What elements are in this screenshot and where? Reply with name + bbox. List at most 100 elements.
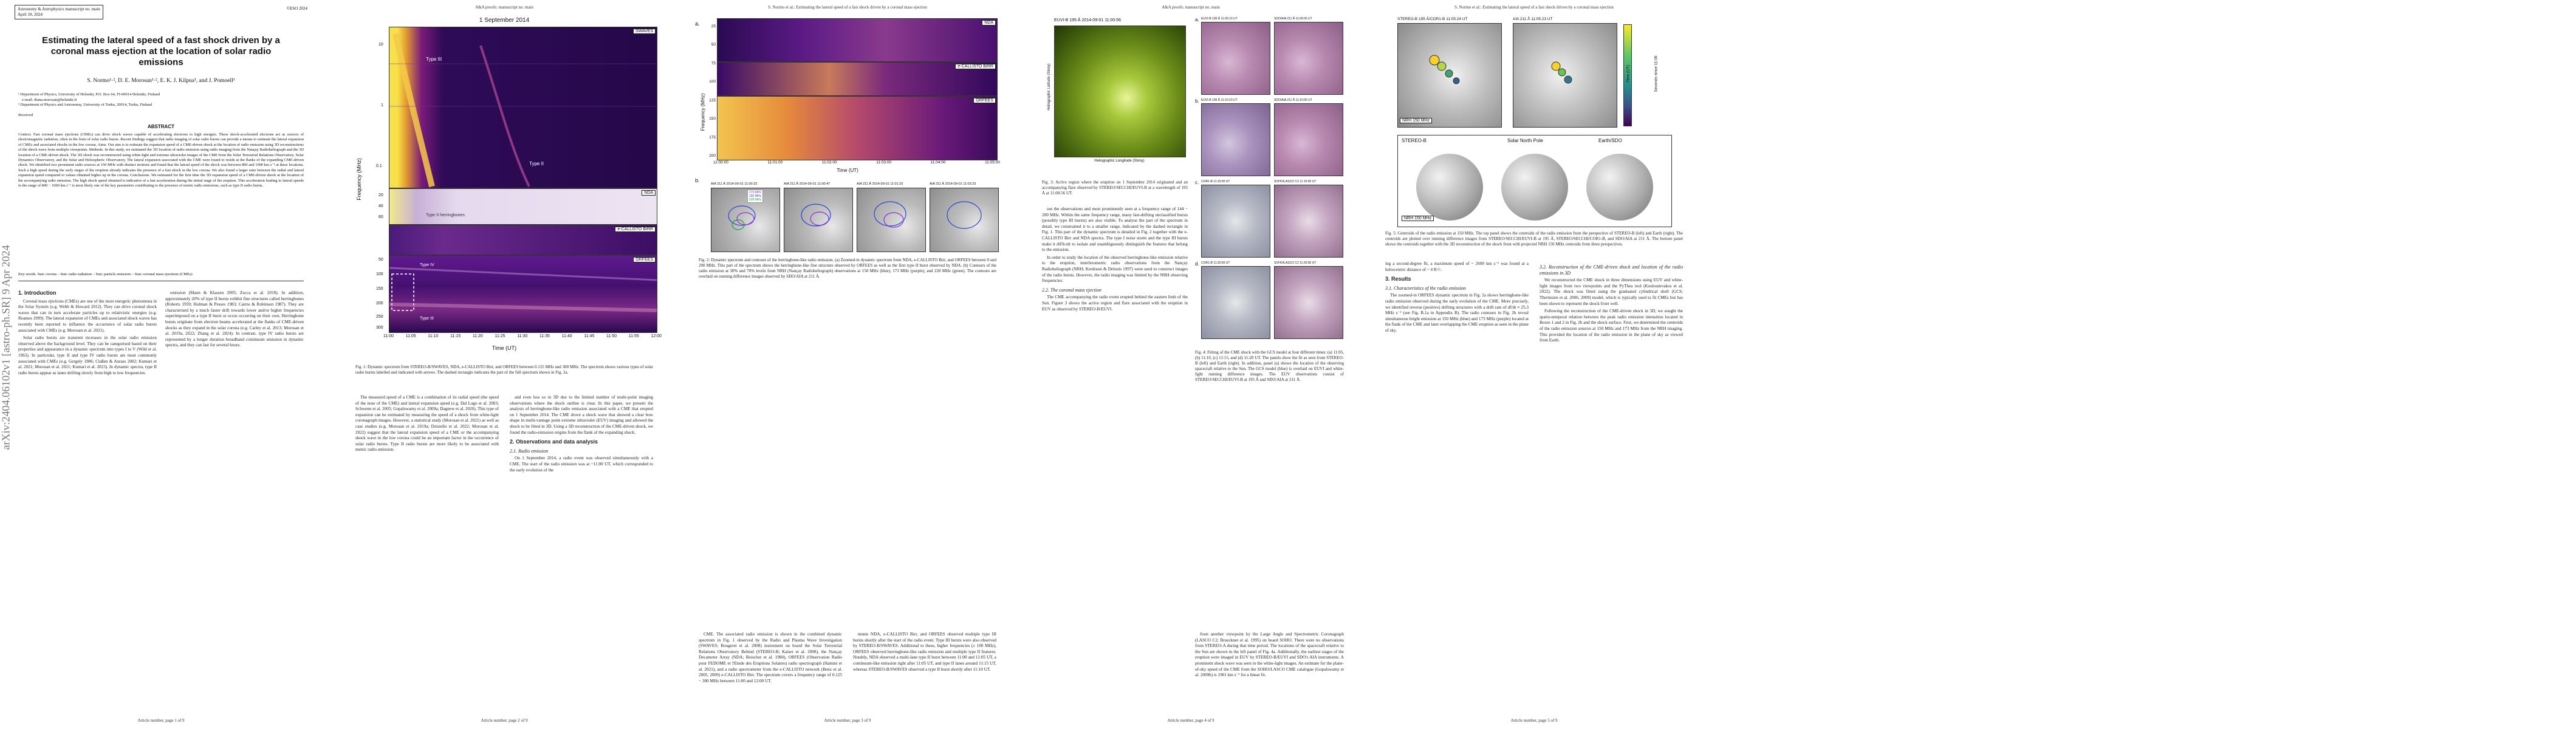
keywords: Key words. Sun: corona – Sun: radio radi… <box>18 272 193 276</box>
fig2-tag-orfees: ORFEES <box>973 98 996 103</box>
legend-173: 173 MHz <box>749 191 762 194</box>
abstract-text: Context. Fast coronal mass ejections (CM… <box>18 132 304 188</box>
received-line: Received <box>18 113 33 117</box>
page4-column-right: from another viewpoint by the Large Angl… <box>1195 632 1344 717</box>
section-2-2-heading: 2.2. The coronal mass ejection <box>1042 287 1101 293</box>
authors: S. Normo¹·², D. E. Morosan¹·², E. K. J. … <box>87 78 235 84</box>
intro-paragraph-1: Coronal mass ejections (CMEs) are one of… <box>18 298 157 333</box>
aia-frame-1: AIA 211 Å 2014-09-01 11:00:23 173 MHz 15… <box>711 182 780 253</box>
colorbar-label-seconds: Seconds since 11:00 <box>1654 55 1659 92</box>
fig2-xlabel: Time (UT) <box>837 168 858 173</box>
fig1-ylabel: Frequency (MHz) <box>356 158 362 200</box>
fig4: a. EUVI-B 195 Å 11:05:10 UT SDO/AIA 211 … <box>1195 17 1347 345</box>
euvi-xlabel: Heliographic Longitude (Stony) <box>1094 159 1145 163</box>
p5-paragraph-2: The zoomed-in ORFEES dynamic spectrum in… <box>1385 293 1529 333</box>
ytick: 150 <box>709 117 716 122</box>
ytick: 200 <box>709 153 716 158</box>
fig4-image-stereo <box>1201 103 1270 176</box>
p4-paragraph-4: from another viewpoint by the Large Angl… <box>1195 632 1344 678</box>
paper-title: Estimating the lateral speed of a fast s… <box>42 35 280 67</box>
section-2-heading: 2. Observations and data analysis <box>510 439 598 445</box>
annotation-type-iv: Type IV <box>420 263 434 267</box>
tag-orfees: ORFEES <box>633 257 656 262</box>
fig4-image-aia <box>1274 103 1343 176</box>
fig4-title: EUVI-B 195 Å 11:10:10 UT <box>1201 98 1238 102</box>
contour-overlay <box>728 205 756 230</box>
arxiv-stamp[interactable]: arXiv:2404.06102v1 [astro-ph.SR] 9 Apr 2… <box>0 245 12 450</box>
page-footer: Article number, page 3 of 9 <box>824 718 871 723</box>
ytick-bot-1: 100 <box>376 272 383 276</box>
page2-column-right: and even less so in 3D due to the limite… <box>510 395 653 711</box>
ytick-bot-4: 250 <box>376 315 383 319</box>
p4-paragraph-2: In order to study the location of the ob… <box>1042 255 1188 284</box>
page1-column-right: emission (Mann & Klassen 2005; Zucca et … <box>165 290 304 716</box>
p4-paragraph-1: out the observations and most prominentl… <box>1042 207 1188 253</box>
fig4-title: SDO/AIA 211 Å 11:05:00 UT <box>1274 17 1312 21</box>
fig5-top: STEREO-B 195 Å/COR1-B 11:05:24 UT NRH 15… <box>1397 17 1671 132</box>
p4-paragraph-3: The CME accompanying the radio event eru… <box>1042 295 1188 312</box>
affiliation-2: ² Department of Physics and Astronomy, U… <box>18 103 152 107</box>
p2-paragraph-2: and even less so in 3D due to the limite… <box>510 395 653 435</box>
p3-paragraph-2: ments NDA, e-CALLISTO Birr, and ORFEES o… <box>853 632 996 672</box>
running-header: S. Normo et al.: Estimating the lateral … <box>1454 5 1614 10</box>
intro-heading: 1. Introduction <box>18 290 57 296</box>
p5-paragraph-4: Following the reconstruction of the CME-… <box>1540 309 1683 343</box>
running-header: S. Normo et al.: Estimating the lateral … <box>768 5 927 10</box>
xtick: 11:02:00 <box>821 160 837 165</box>
fig4-row-d: d. COR1-B 11:20:00 UT SOHO/LASCO C2 11:2… <box>1195 261 1347 340</box>
fig2-yticks: 25 50 75 100 125 150 175 200 <box>705 24 716 158</box>
page-2: A&A proofs: manuscript no. main 1 Septem… <box>343 0 665 729</box>
contour-legend: 173 MHz 150 MHz 228 MHz <box>747 190 764 203</box>
ytick-bot-2: 150 <box>376 287 383 291</box>
fig4-title: SOHO/LASCO C2 11:15:00 UT <box>1274 180 1317 183</box>
tag-nda: NDA <box>642 190 656 196</box>
page3-column-right: ments NDA, e-CALLISTO Birr, and ORFEES o… <box>853 632 996 717</box>
running-header: A&A proofs: manuscript no. main <box>475 5 533 10</box>
ytick-mid-1: 40 <box>379 204 383 208</box>
aia-image <box>930 188 999 252</box>
manuscript-date: April 10, 2024 <box>18 12 43 17</box>
euvi-title: EUVI-B 195 Å 2014-09-01 11:00:56 <box>1054 18 1122 22</box>
annotation-herringbones: Type II herringbones <box>426 213 465 217</box>
colorbar-label-time: Time (UT) <box>1626 65 1631 83</box>
fig3-caption: Fig. 3: Active region where the eruption… <box>1042 180 1188 196</box>
intro-paragraph-3: emission (Mann & Klassen 2005; Zucca et … <box>165 290 304 348</box>
page-5: S. Normo et al.: Estimating the lateral … <box>1373 0 1695 729</box>
fig4-image-cor1 <box>1201 185 1270 258</box>
xtick: 11:00 <box>383 334 394 338</box>
running-header: A&A proofs: manuscript no. main <box>1162 5 1220 10</box>
section-3-2-heading: 3.2. Reconstruction of the CME-driven sh… <box>1540 264 1683 276</box>
fig2-tag-nda: NDA <box>982 20 996 26</box>
xtick: 11:40 <box>561 334 572 338</box>
xtick: 11:00:00 <box>713 160 728 165</box>
xtick: 11:01:00 <box>767 160 783 165</box>
view-earth-sdo: Earth/SDO <box>1598 138 1622 143</box>
fig4-image-aia <box>1274 22 1343 95</box>
fig1-title: 1 September 2014 <box>479 17 530 24</box>
ytick: 100 <box>709 80 716 84</box>
aia-image <box>784 188 853 252</box>
fig1-caption: Fig. 1: Dynamic spectrum from STEREO-B/S… <box>355 364 653 375</box>
sphere-earth <box>1586 154 1653 221</box>
fig2-callisto-panel: e-CALLISTO BIRR <box>717 62 998 96</box>
page1-column-left: 1. Introduction Coronal mass ejections (… <box>18 287 157 712</box>
xtick: 11:10 <box>428 334 439 338</box>
page-footer: Article number, page 4 of 9 <box>1167 718 1214 723</box>
aia-frame-3: AIA 211 Å 2014-09-01 11:01:23 <box>857 182 926 253</box>
xtick: 11:55 <box>628 334 639 338</box>
orfees-overlay <box>389 267 657 312</box>
panel-label-b: b. <box>695 177 700 183</box>
fig4-title: SDO/AIA 211 Å 11:10:00 UT <box>1274 98 1312 102</box>
xtick: 11:50 <box>606 334 617 338</box>
fig1-xticks: 11:00 11:05 11:10 11:15 11:20 11:25 11:3… <box>383 334 662 341</box>
section-3-heading: 3. Results <box>1385 276 1411 282</box>
colorbar <box>1623 24 1632 126</box>
euvi-ylabel: Heliographic Latitude (Stony) <box>1047 63 1051 111</box>
aia-frame-title: AIA 211 Å 2014-09-01 11:01:23 <box>857 182 903 186</box>
ytick-bot-3: 200 <box>376 301 383 306</box>
fig4-image-lasco <box>1274 185 1343 258</box>
figure-1: 1 September 2014 Frequency (MHz) SWAVES … <box>343 12 665 364</box>
centroid-overlay-right <box>1551 61 1572 84</box>
aia-frame-title: AIA 211 Å 2014-09-01 11:03:23 <box>930 182 976 186</box>
fig2-caption: Fig. 2: Dynamic spectrum and contours of… <box>699 258 996 279</box>
